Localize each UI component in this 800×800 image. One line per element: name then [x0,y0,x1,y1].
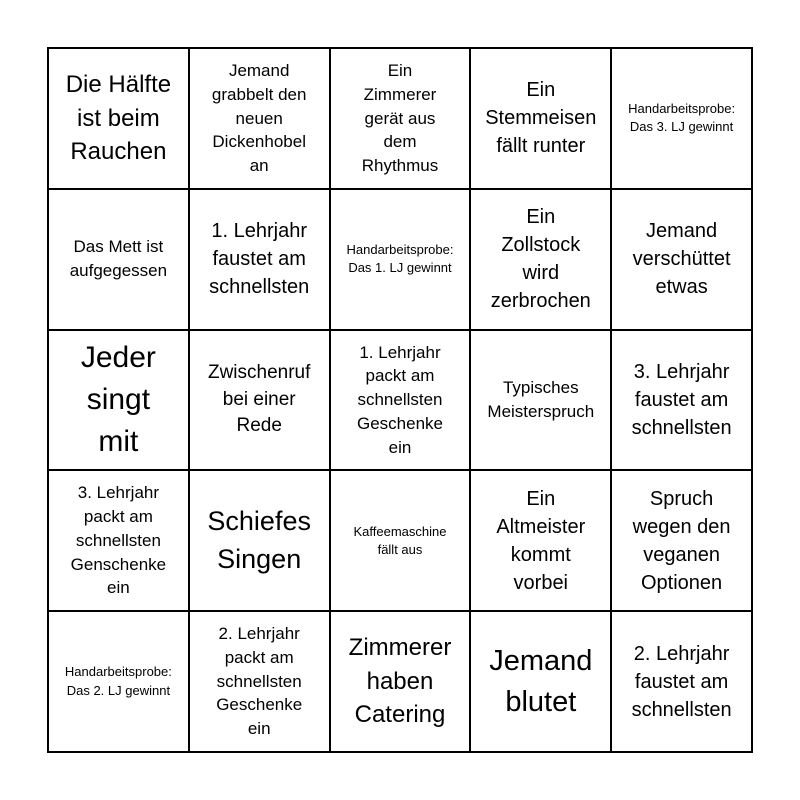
bingo-cell[interactable]: 1. Lehrjahr faustet am schnellsten [188,188,330,330]
bingo-cell[interactable]: Jeder singt mit [48,329,189,471]
bingo-cell[interactable]: Ein Zollstock wird zerbrochen [470,188,612,330]
bingo-cell[interactable]: Spruch wegen den veganen Optionen [611,470,752,612]
bingo-card: Die Hälfte ist beim Rauchen Jemand grabb… [47,47,753,753]
bingo-cell[interactable]: Schiefes Singen [188,470,330,612]
bingo-cell[interactable]: 2. Lehrjahr packt am schnellsten Geschen… [188,611,330,752]
bingo-cell[interactable]: Die Hälfte ist beim Rauchen [48,48,189,189]
bingo-cell[interactable]: 2. Lehrjahr faustet am schnellsten [611,611,752,752]
bingo-cell[interactable]: Typisches Meisterspruch [470,329,612,471]
bingo-cell[interactable]: Handarbeitsprobe: Das 1. LJ gewinnt [329,188,471,330]
bingo-cell[interactable]: Jemand grabbelt den neuen Dickenhobel an [188,48,330,189]
bingo-cell[interactable]: 3. Lehrjahr packt am schnellsten Gensche… [48,470,189,612]
bingo-cell[interactable]: Kaffeemaschine fällt aus [329,470,471,612]
bingo-cell[interactable]: Handarbeitsprobe: Das 3. LJ gewinnt [611,48,752,189]
bingo-cell[interactable]: Jemand blutet [470,611,612,752]
bingo-cell[interactable]: Ein Altmeister kommt vorbei [470,470,612,612]
bingo-cell[interactable]: Das Mett ist aufgegessen [48,188,189,330]
bingo-cell[interactable]: Jemand verschüttet etwas [611,188,752,330]
bingo-cell[interactable]: Ein Zimmerer gerät aus dem Rhythmus [329,48,471,189]
bingo-cell[interactable]: 1. Lehrjahr packt am schnellsten Geschen… [329,329,471,471]
bingo-cell[interactable]: Zwischenruf bei einer Rede [188,329,330,471]
bingo-cell[interactable]: Zimmerer haben Catering [329,611,471,752]
bingo-cell[interactable]: 3. Lehrjahr faustet am schnellsten [611,329,752,471]
bingo-cell[interactable]: Ein Stemmeisen fällt runter [470,48,612,189]
bingo-cell[interactable]: Handarbeitsprobe: Das 2. LJ gewinnt [48,611,189,752]
